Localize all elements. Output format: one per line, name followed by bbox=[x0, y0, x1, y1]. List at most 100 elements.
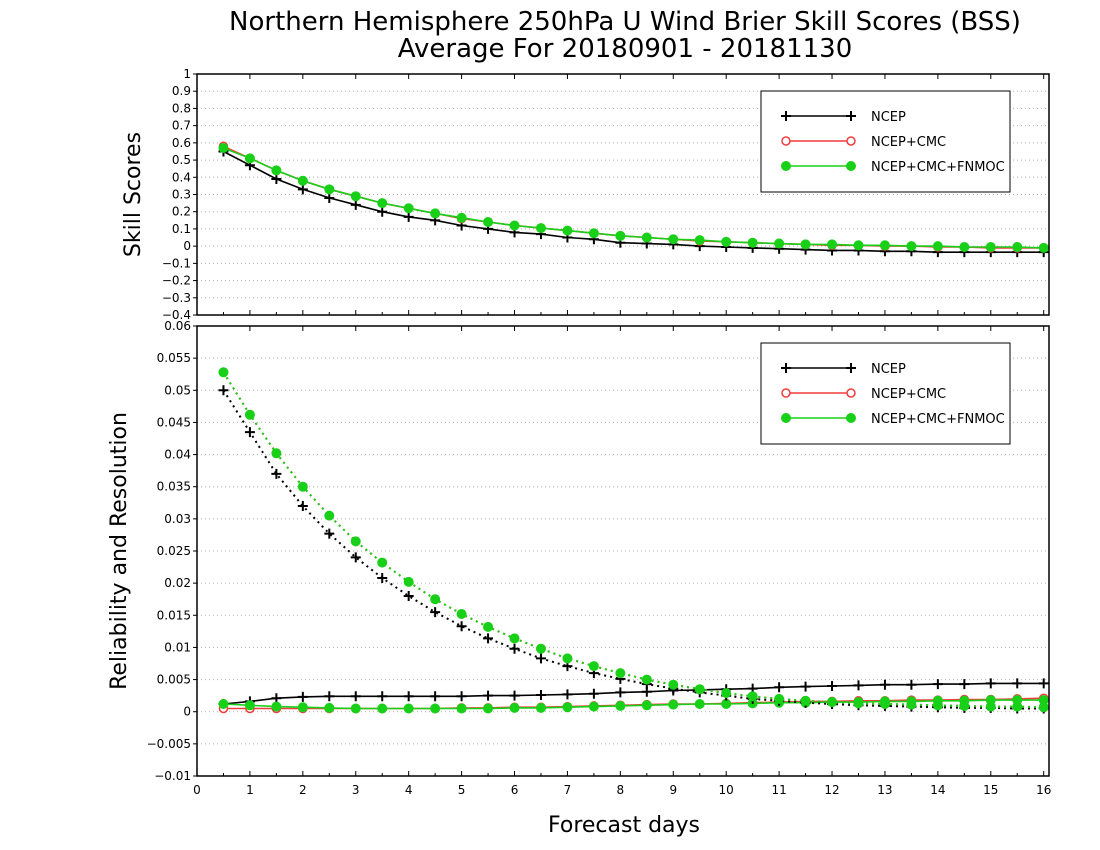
data-point bbox=[535, 643, 546, 654]
data-point bbox=[297, 184, 308, 195]
y-tick-label: 0 bbox=[183, 239, 191, 253]
data-point bbox=[483, 690, 494, 701]
data-point bbox=[297, 702, 308, 713]
y-tick-label: 0.7 bbox=[172, 119, 191, 133]
data-point bbox=[906, 679, 917, 690]
legend-entry-ncep-plus-cmc: NCEP+CMC bbox=[781, 135, 946, 150]
plot-frame bbox=[196, 73, 1050, 316]
legend-entry-ncep-plus-cmc-plus-fnmoc: NCEP+CMC+FNMOC bbox=[781, 412, 1005, 427]
legend-label: NCEP bbox=[871, 362, 906, 377]
y-tick-label: 0.9 bbox=[172, 84, 191, 98]
data-point bbox=[430, 208, 441, 219]
data-point bbox=[1012, 242, 1023, 253]
data-point bbox=[853, 698, 864, 709]
data-point bbox=[1038, 678, 1049, 689]
y-tick-label: 0.6 bbox=[172, 136, 191, 150]
legend-label: NCEP+CMC bbox=[871, 135, 946, 150]
data-point bbox=[535, 653, 546, 664]
data-point bbox=[483, 621, 494, 632]
legend-marker bbox=[781, 363, 791, 373]
data-point bbox=[403, 211, 414, 222]
data-point bbox=[879, 699, 890, 709]
data-point bbox=[721, 236, 732, 247]
legend-label: NCEP+CMC bbox=[871, 387, 946, 402]
data-point bbox=[800, 681, 811, 692]
y-axis-label: Skill Scores bbox=[121, 132, 146, 257]
legend-marker bbox=[781, 388, 791, 398]
legend-label: NCEP+CMC+FNMOC bbox=[871, 412, 1005, 427]
y-tick-label: 0.045 bbox=[157, 415, 191, 429]
data-point bbox=[271, 174, 282, 185]
legend-marker bbox=[781, 161, 791, 171]
data-point bbox=[403, 591, 414, 601]
legend-marker bbox=[846, 363, 856, 373]
data-point bbox=[377, 198, 388, 209]
legend-entry-ncep: NCEP bbox=[781, 110, 906, 125]
data-point bbox=[959, 242, 970, 253]
series-ncep-reliability bbox=[218, 678, 1049, 709]
y-tick-label: 0.8 bbox=[172, 101, 191, 115]
data-point bbox=[985, 242, 996, 253]
data-point bbox=[430, 594, 441, 605]
data-point bbox=[218, 699, 229, 709]
data-point bbox=[403, 703, 414, 714]
data-point bbox=[1012, 678, 1023, 689]
data-point bbox=[350, 536, 361, 547]
data-point bbox=[641, 232, 652, 243]
data-point bbox=[853, 240, 864, 251]
y-tick-label: 0.02 bbox=[164, 576, 191, 590]
data-point bbox=[668, 679, 679, 690]
x-tick-label: 6 bbox=[511, 783, 519, 797]
y-tick-label: 0.03 bbox=[164, 512, 191, 526]
data-point bbox=[377, 206, 388, 217]
data-point bbox=[588, 688, 599, 699]
data-point bbox=[271, 701, 282, 712]
data-point bbox=[271, 468, 282, 479]
data-point bbox=[641, 674, 652, 685]
data-point bbox=[615, 668, 626, 679]
y-tick-label: 0.035 bbox=[157, 480, 191, 494]
data-point bbox=[1012, 701, 1023, 712]
data-point bbox=[297, 481, 308, 492]
data-point bbox=[350, 191, 361, 202]
data-point bbox=[297, 501, 308, 511]
data-point bbox=[456, 621, 467, 632]
legend: NCEP NCEP+CMC NCEP+CMC+FNMOC bbox=[760, 90, 1011, 193]
data-point bbox=[985, 678, 996, 689]
legend-marker bbox=[846, 111, 856, 121]
x-tick-label: 4 bbox=[405, 783, 413, 797]
data-point bbox=[324, 184, 335, 195]
y-tick-label: 0.055 bbox=[157, 351, 191, 365]
data-point bbox=[959, 700, 970, 711]
legend-marker bbox=[781, 136, 791, 146]
data-point bbox=[456, 691, 467, 702]
data-point bbox=[403, 576, 414, 587]
x-tick-label: 11 bbox=[771, 783, 786, 797]
data-point bbox=[827, 239, 838, 250]
data-point bbox=[350, 552, 361, 563]
data-point bbox=[244, 153, 255, 164]
data-point bbox=[694, 699, 705, 709]
x-tick-label: 3 bbox=[352, 783, 360, 797]
y-tick-label: 0.01 bbox=[164, 640, 191, 654]
data-point bbox=[959, 679, 970, 690]
y-tick-label: −0.4 bbox=[162, 308, 191, 322]
y-axis-label: Reliability and Resolution bbox=[107, 412, 132, 690]
data-point bbox=[403, 691, 414, 702]
data-point bbox=[588, 661, 599, 672]
legend-entry-ncep-plus-cmc-plus-fnmoc: NCEP+CMC+FNMOC bbox=[781, 160, 1005, 175]
data-point bbox=[271, 448, 282, 459]
data-point bbox=[430, 691, 441, 702]
data-point bbox=[297, 175, 308, 186]
data-point bbox=[906, 241, 917, 252]
data-point bbox=[932, 679, 943, 690]
series-ncep-plus-cmc-plus-fnmoc-resolution bbox=[218, 367, 1049, 713]
x-tick-label: 15 bbox=[983, 783, 998, 797]
y-tick-label: 0.05 bbox=[164, 383, 191, 397]
data-point bbox=[562, 225, 573, 236]
y-tick-label: 0.3 bbox=[172, 188, 191, 202]
data-point bbox=[377, 557, 388, 568]
data-point bbox=[456, 212, 467, 223]
data-point bbox=[932, 700, 943, 711]
